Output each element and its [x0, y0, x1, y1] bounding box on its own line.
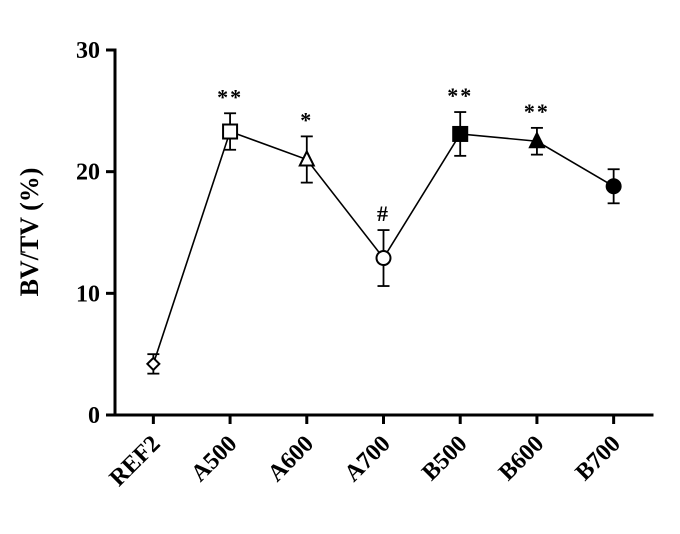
x-tick-label: B500 [417, 431, 472, 486]
significance-annotation: ** [217, 84, 243, 109]
data-point-circle [375, 250, 392, 267]
y-tick-label: 10 [76, 281, 100, 307]
data-point-diamond [145, 356, 161, 372]
significance-annotation: ** [447, 83, 473, 108]
data-point-square [222, 123, 239, 140]
x-tick-label: A700 [340, 431, 396, 487]
x-tick-label: A600 [263, 431, 319, 487]
significance-annotation: * [300, 107, 313, 132]
y-tick-label: 0 [88, 403, 100, 429]
y-axis-label: BV/TV (%) [15, 168, 44, 297]
data-point-triangle [528, 131, 546, 149]
x-tick-label: A500 [186, 431, 242, 487]
data-point-circle [605, 178, 622, 195]
x-tick-label: B700 [571, 431, 626, 486]
y-tick-label: 30 [76, 38, 100, 64]
significance-annotation: # [377, 201, 390, 226]
data-point-square [452, 125, 469, 142]
y-tick-label: 20 [76, 160, 100, 186]
x-tick-label: REF2 [105, 431, 166, 492]
significance-annotation: ** [524, 99, 550, 124]
x-tick-label: B600 [494, 431, 549, 486]
data-point-triangle [298, 149, 316, 167]
